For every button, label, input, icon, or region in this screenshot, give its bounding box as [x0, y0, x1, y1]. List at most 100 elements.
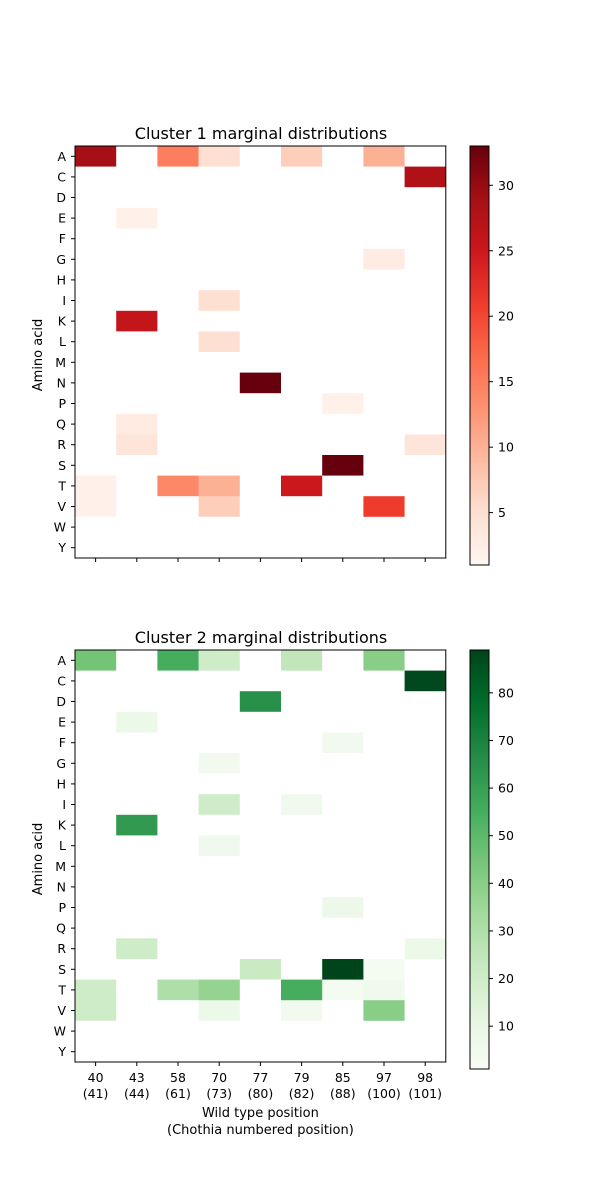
heatmap-cell	[363, 496, 405, 518]
heatmap-cell	[116, 269, 158, 291]
heatmap-cell	[157, 352, 199, 373]
heatmap-cell	[404, 856, 447, 877]
colorbar-tick-label: 30	[498, 923, 514, 938]
heatmap-cell	[363, 228, 405, 250]
heatmap-cell	[281, 650, 323, 671]
heatmap-cell	[322, 146, 364, 167]
y-tick-label: M	[55, 859, 66, 874]
heatmap-cell	[281, 393, 323, 415]
x-tick-label-secondary: (100)	[367, 1086, 401, 1101]
y-tick-label: K	[58, 314, 67, 329]
y-tick-label: Y	[57, 540, 66, 555]
y-tick-label: Q	[56, 417, 66, 432]
heatmap-cell	[157, 146, 199, 167]
heatmap-cell	[322, 794, 364, 816]
heatmap-cell	[75, 856, 117, 877]
heatmap-cell	[363, 897, 405, 919]
heatmap-cell	[198, 979, 241, 1001]
heatmap-cell	[363, 310, 405, 332]
heatmap-cell	[322, 979, 364, 1001]
heatmap-cell	[239, 434, 282, 456]
heatmap-cell	[157, 187, 199, 209]
heatmap-cell	[404, 228, 447, 250]
y-tick-label: S	[58, 962, 66, 977]
heatmap-cell	[404, 146, 447, 167]
heatmap-cell	[75, 794, 117, 816]
heatmap-cell	[281, 732, 323, 754]
heatmap-cell	[75, 372, 117, 394]
heatmap-cell	[281, 496, 323, 518]
x-tick-label: 77	[252, 1070, 268, 1085]
heatmap-cell	[239, 537, 282, 559]
heatmap-cell	[116, 959, 158, 980]
heatmap-cell	[281, 959, 323, 980]
heatmap-cell	[75, 1020, 117, 1042]
heatmap-cell	[157, 455, 199, 476]
heatmap-cell	[198, 650, 241, 671]
heatmap-cell	[239, 773, 282, 795]
y-tick-label: V	[57, 1003, 66, 1018]
heatmap-cell	[322, 413, 364, 435]
heatmap-cell	[239, 393, 282, 415]
heatmap-cell	[404, 269, 447, 291]
heatmap-cell	[116, 249, 158, 270]
heatmap-cell	[239, 897, 282, 919]
heatmap-cell	[157, 856, 199, 877]
y-tick-label: A	[57, 653, 66, 668]
heatmap-cell	[239, 269, 282, 291]
heatmap-cell	[363, 146, 405, 167]
heatmap-cell	[239, 290, 282, 312]
heatmap-cell	[116, 537, 158, 559]
heatmap-cell	[157, 496, 199, 518]
heatmap-cell	[322, 959, 364, 980]
heatmap-cell	[157, 166, 199, 188]
heatmap-cell	[322, 393, 364, 415]
heatmap-cell	[75, 537, 117, 559]
heatmap-cell	[157, 979, 199, 1001]
heatmap-cell	[404, 207, 447, 229]
y-tick-label: F	[59, 735, 66, 750]
heatmap-cell	[116, 753, 158, 774]
x-tick-label: 40	[88, 1070, 104, 1085]
heatmap-cell	[404, 1020, 447, 1042]
heatmap-cell	[239, 917, 282, 939]
heatmap-cell	[363, 650, 405, 671]
heatmap-cell	[322, 434, 364, 456]
heatmap-cell	[116, 331, 158, 353]
heatmap-cell	[363, 773, 405, 795]
heatmap-cell	[281, 455, 323, 476]
heatmap-cell	[281, 773, 323, 795]
heatmap-cell	[404, 393, 447, 415]
heatmap-cell	[239, 1020, 282, 1042]
heatmap-cell	[75, 496, 117, 518]
heatmap-cell	[281, 794, 323, 816]
heatmap-cell	[75, 331, 117, 353]
heatmap-cell	[157, 1020, 199, 1042]
x-tick-label-secondary: (44)	[124, 1086, 150, 1101]
heatmap-cell	[198, 711, 241, 733]
heatmap-cell	[322, 753, 364, 774]
heatmap-cell	[322, 352, 364, 373]
heatmap-cell	[363, 959, 405, 980]
heatmap-cell	[322, 1000, 364, 1022]
heatmap-cell	[239, 938, 282, 960]
heatmap-cell	[198, 732, 241, 754]
heatmap-cell	[75, 393, 117, 415]
heatmap-cell	[363, 979, 405, 1001]
heatmap-cell	[116, 1041, 158, 1063]
heatmap-cell	[322, 207, 364, 229]
heatmap-cell	[75, 1041, 117, 1063]
heatmap-cell	[363, 187, 405, 209]
heatmap-cell	[116, 670, 158, 692]
heatmap-cell	[281, 352, 323, 373]
heatmap-cell	[116, 146, 158, 167]
heatmap-cell	[239, 455, 282, 476]
heatmap-cell	[281, 876, 323, 898]
y-tick-label: K	[58, 818, 67, 833]
heatmap-cell	[75, 732, 117, 754]
heatmap-cell	[157, 773, 199, 795]
heatmap-cell	[116, 732, 158, 754]
y-tick-label: Q	[56, 921, 66, 936]
heatmap-cell	[404, 455, 447, 476]
y-tick-label: P	[58, 396, 66, 411]
